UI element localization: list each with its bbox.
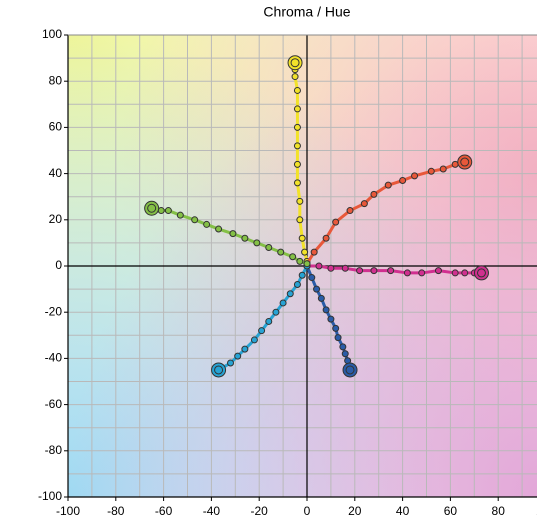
marker [293, 142, 301, 150]
marker [293, 160, 301, 168]
marker [327, 315, 335, 323]
marker [308, 274, 316, 282]
marker [315, 262, 323, 270]
marker [229, 230, 237, 238]
marker [265, 317, 273, 325]
marker [250, 336, 258, 344]
marker [298, 271, 306, 279]
marker [434, 267, 442, 275]
marker [298, 234, 306, 242]
marker [293, 105, 301, 113]
marker [258, 327, 266, 335]
marker [418, 269, 426, 277]
marker [317, 294, 325, 302]
marker [291, 73, 299, 81]
marker [176, 211, 184, 219]
marker [272, 308, 280, 316]
marker [427, 167, 435, 175]
chart-title: Chroma / Hue [263, 4, 350, 20]
y-tick-label: 40 [49, 166, 63, 180]
marker [253, 239, 261, 247]
marker [322, 306, 330, 314]
y-tick-label: 0 [55, 258, 62, 272]
marker [370, 190, 378, 198]
marker [341, 264, 349, 272]
marker [296, 216, 304, 224]
marks [144, 55, 489, 378]
marker [303, 260, 311, 268]
marker [277, 248, 285, 256]
y-tick-label: 100 [42, 27, 62, 41]
marker [332, 324, 340, 332]
marker [451, 269, 459, 277]
x-tick-label: -60 [155, 504, 173, 518]
marker [164, 207, 172, 215]
marker [293, 86, 301, 94]
marker [339, 343, 347, 351]
y-tick-label: -60 [45, 397, 63, 411]
x-tick-label: -80 [107, 504, 125, 518]
x-tick-label: 100 [536, 504, 537, 518]
marker [360, 200, 368, 208]
marker [327, 264, 335, 272]
x-tick-label: -100 [56, 504, 80, 518]
marker [313, 285, 321, 293]
marker [296, 197, 304, 205]
marker [293, 280, 301, 288]
marker [296, 257, 304, 265]
marker [265, 244, 273, 252]
marker [334, 334, 342, 342]
y-tick-label: -40 [45, 351, 63, 365]
x-tick-label: 20 [348, 504, 362, 518]
x-tick-label: 0 [304, 504, 311, 518]
x-tick-label: 60 [444, 504, 458, 518]
marker [241, 345, 249, 353]
marker [279, 299, 287, 307]
marker [227, 359, 235, 367]
x-tick-label: -20 [251, 504, 269, 518]
marker [301, 248, 309, 256]
marker [461, 269, 469, 277]
marker [384, 181, 392, 189]
marker [370, 267, 378, 275]
y-tick-label: -100 [38, 489, 62, 503]
x-tick-label: 40 [396, 504, 410, 518]
marker [411, 172, 419, 180]
end-marker [290, 58, 300, 68]
marker [341, 350, 349, 358]
marker [215, 225, 223, 233]
marker [387, 267, 395, 275]
marker [286, 290, 294, 298]
marker [356, 267, 364, 275]
marker [293, 123, 301, 131]
marker [403, 269, 411, 277]
end-marker [214, 365, 224, 375]
marker [234, 352, 242, 360]
end-marker [147, 203, 157, 213]
y-tick-label: -20 [45, 304, 63, 318]
end-marker [460, 157, 470, 167]
marker [332, 218, 340, 226]
end-marker [345, 365, 355, 375]
y-tick-label: 80 [49, 73, 63, 87]
end-marker [476, 268, 486, 278]
x-tick-label: 80 [492, 504, 506, 518]
y-tick-label: 20 [49, 212, 63, 226]
marker [310, 248, 318, 256]
x-tick-label: -40 [203, 504, 221, 518]
marker [293, 179, 301, 187]
marker [241, 234, 249, 242]
marker [439, 165, 447, 173]
marker [203, 220, 211, 228]
marker [322, 234, 330, 242]
marker [346, 207, 354, 215]
y-tick-label: -80 [45, 443, 63, 457]
y-tick-label: 60 [49, 120, 63, 134]
marker [289, 253, 297, 261]
marker [191, 216, 199, 224]
marker [399, 177, 407, 185]
